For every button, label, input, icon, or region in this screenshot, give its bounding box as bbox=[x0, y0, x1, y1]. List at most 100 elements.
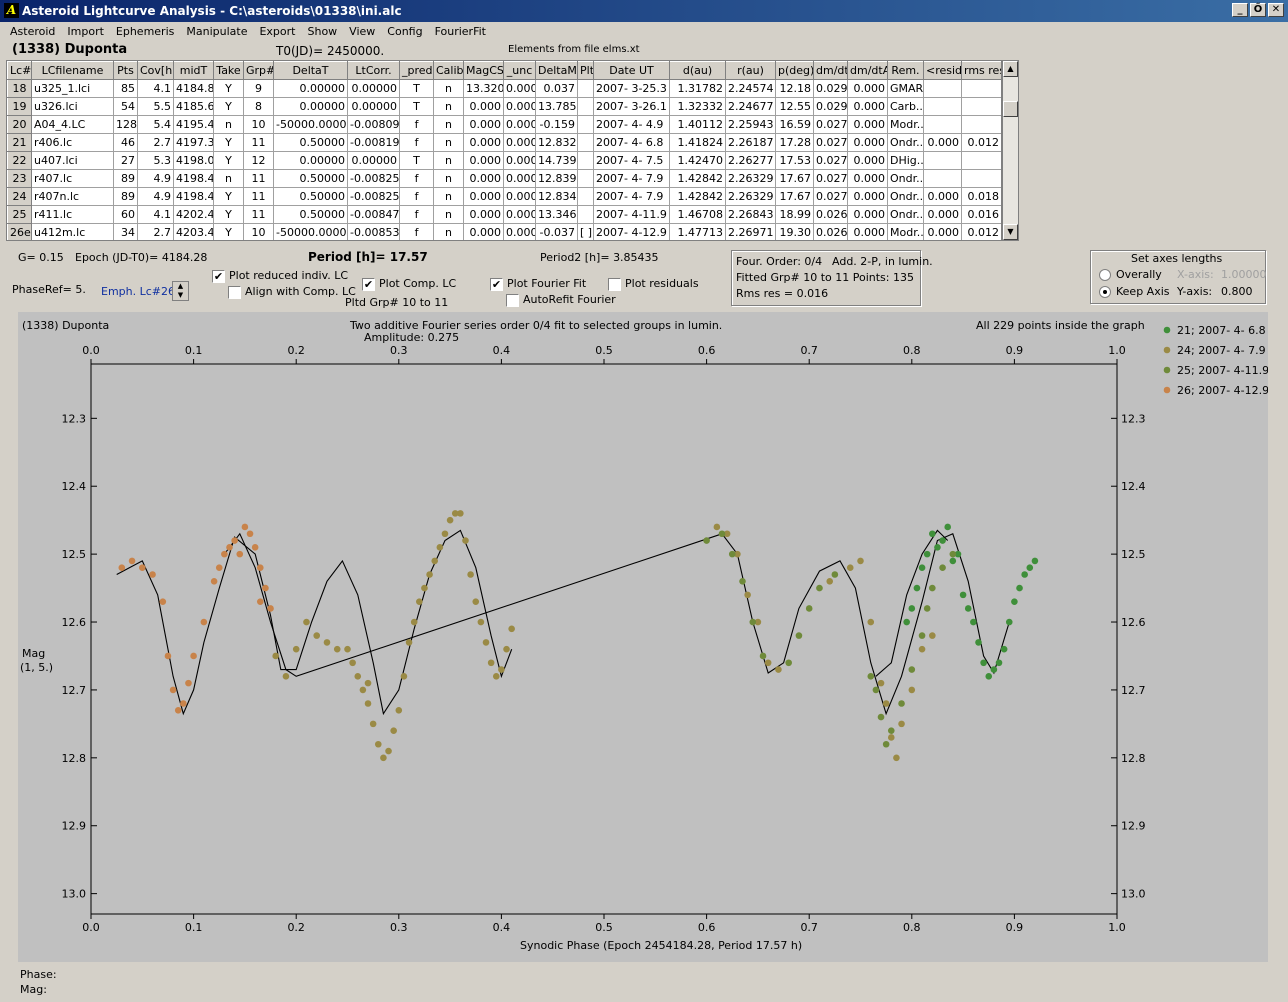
column-header[interactable]: DeltaM bbox=[535, 61, 578, 80]
lightcurve-table[interactable]: Lc# LCfilename Pts Cov[h] midT Take Grp# DeltaT… bbox=[6, 60, 1002, 241]
table-cell[interactable]: 1.40112 bbox=[669, 115, 726, 134]
menu-manipulate[interactable]: Manipulate bbox=[186, 25, 248, 38]
table-cell[interactable]: 12.839 bbox=[535, 169, 578, 188]
table-cell[interactable]: 0.000 bbox=[847, 223, 888, 240]
menu-asteroid[interactable]: Asteroid bbox=[10, 25, 56, 38]
table-cell[interactable]: 0.000 bbox=[503, 169, 536, 188]
row-number[interactable]: 18 bbox=[7, 79, 32, 98]
table-cell[interactable]: 0.000 bbox=[463, 151, 504, 170]
table-cell[interactable]: -0.00825 bbox=[347, 187, 400, 206]
table-cell[interactable]: 1.32332 bbox=[669, 97, 726, 116]
table-cell[interactable]: f bbox=[399, 169, 434, 188]
table-cell[interactable]: 2007- 4-12.9 bbox=[593, 223, 670, 240]
table-cell[interactable]: 0.000 bbox=[847, 187, 888, 206]
column-header[interactable]: Cov[h] bbox=[137, 61, 174, 80]
table-cell[interactable]: 17.67 bbox=[775, 187, 814, 206]
table-cell[interactable]: 1.41824 bbox=[669, 133, 726, 152]
table-cell[interactable]: 2.7 bbox=[137, 223, 174, 240]
table-cell[interactable]: 1.31782 bbox=[669, 79, 726, 98]
table-cell[interactable]: Y bbox=[213, 97, 244, 116]
menu-view[interactable]: View bbox=[349, 25, 376, 38]
table-cell[interactable]: u412m.lc bbox=[31, 223, 114, 240]
scroll-thumb[interactable] bbox=[1003, 101, 1018, 117]
table-cell[interactable]: 2007- 4- 7.5 bbox=[593, 151, 670, 170]
table-cell[interactable]: T bbox=[399, 97, 434, 116]
emph-spinner[interactable]: ▲ ▼ bbox=[172, 281, 189, 301]
table-cell[interactable]: 0.012 bbox=[961, 223, 1001, 240]
table-cell[interactable]: 0.000 bbox=[503, 187, 536, 206]
table-cell[interactable]: 11 bbox=[243, 169, 274, 188]
table-cell[interactable]: 4.9 bbox=[137, 169, 174, 188]
table-cell[interactable] bbox=[577, 97, 594, 116]
table-cell[interactable] bbox=[923, 97, 962, 116]
table-cell[interactable]: 0.027 bbox=[813, 151, 848, 170]
table-cell[interactable]: 4197.3 bbox=[173, 133, 214, 152]
table-cell[interactable]: 12.18 bbox=[775, 79, 814, 98]
row-number[interactable]: 19 bbox=[7, 97, 32, 116]
table-cell[interactable]: 46 bbox=[113, 133, 138, 152]
row-number[interactable]: 23 bbox=[7, 169, 32, 188]
table-cell[interactable]: 0.00000 bbox=[347, 151, 400, 170]
table-cell[interactable]: 0.000 bbox=[847, 115, 888, 134]
plot-fourier-checkbox[interactable]: ✔ Plot Fourier Fit bbox=[490, 277, 586, 291]
table-cell[interactable]: Ondr... bbox=[887, 133, 924, 152]
table-row[interactable]: 18 u325_1.lci 85 4.1 4184.8 Y 9 0.00000 0.00000 T… bbox=[7, 79, 1001, 98]
table-cell[interactable]: 12.832 bbox=[535, 133, 578, 152]
table-cell[interactable]: 12.55 bbox=[775, 97, 814, 116]
column-header[interactable]: rms res bbox=[961, 61, 1001, 80]
table-cell[interactable]: 0.000 bbox=[463, 97, 504, 116]
table-cell[interactable]: 0.00000 bbox=[347, 79, 400, 98]
table-cell[interactable]: 5.3 bbox=[137, 151, 174, 170]
table-cell[interactable]: n bbox=[433, 79, 464, 98]
table-cell[interactable]: 2.26971 bbox=[725, 223, 776, 240]
table-cell[interactable]: 0.027 bbox=[813, 133, 848, 152]
table-cell[interactable]: 2007- 3-25.3 bbox=[593, 79, 670, 98]
table-cell[interactable]: -0.00853 bbox=[347, 223, 400, 240]
table-cell[interactable]: Ondr... bbox=[887, 205, 924, 224]
yaxis-value[interactable]: 0.800 bbox=[1221, 285, 1253, 298]
table-cell[interactable]: n bbox=[433, 169, 464, 188]
table-cell[interactable]: 34 bbox=[113, 223, 138, 240]
table-cell[interactable]: 0.000 bbox=[463, 223, 504, 240]
table-cell[interactable]: 2.26187 bbox=[725, 133, 776, 152]
table-cell[interactable]: 0.000 bbox=[503, 79, 536, 98]
table-cell[interactable]: 0.000 bbox=[503, 223, 536, 240]
table-cell[interactable] bbox=[923, 79, 962, 98]
table-cell[interactable]: -50000.00000 bbox=[273, 223, 348, 240]
table-cell[interactable]: 0.50000 bbox=[273, 133, 348, 152]
table-cell[interactable] bbox=[577, 187, 594, 206]
table-cell[interactable]: -0.037 bbox=[535, 223, 578, 240]
table-row[interactable]: 25 r411.lc 60 4.1 4202.4 Y 11 0.50000 -0.00847 f n… bbox=[7, 205, 1001, 224]
table-cell[interactable]: 0.000 bbox=[847, 133, 888, 152]
autorefit-checkbox[interactable]: AutoRefit Fourier bbox=[506, 293, 616, 307]
row-number[interactable]: 21 bbox=[7, 133, 32, 152]
table-cell[interactable]: T bbox=[399, 79, 434, 98]
table-cell[interactable]: f bbox=[399, 223, 434, 240]
table-cell[interactable]: 0.00000 bbox=[273, 79, 348, 98]
table-cell[interactable]: 4202.4 bbox=[173, 205, 214, 224]
table-cell[interactable]: 0.026 bbox=[813, 205, 848, 224]
table-cell[interactable]: 17.53 bbox=[775, 151, 814, 170]
table-cell[interactable]: r407n.lc bbox=[31, 187, 114, 206]
column-header[interactable]: DeltaT bbox=[273, 61, 348, 80]
table-cell[interactable]: 10 bbox=[243, 223, 274, 240]
column-header[interactable]: _pred. bbox=[399, 61, 434, 80]
table-cell[interactable]: 0.027 bbox=[813, 169, 848, 188]
table-cell[interactable]: Ondr... bbox=[887, 169, 924, 188]
table-cell[interactable]: 0.029 bbox=[813, 79, 848, 98]
table-cell[interactable]: 16.59 bbox=[775, 115, 814, 134]
table-cell[interactable]: 4.9 bbox=[137, 187, 174, 206]
table-row[interactable]: 24 r407n.lc 89 4.9 4198.4 Y 11 0.50000 -0.00825 f… bbox=[7, 187, 1001, 206]
table-cell[interactable]: 19.30 bbox=[775, 223, 814, 240]
table-cell[interactable]: f bbox=[399, 205, 434, 224]
table-row[interactable]: 23 r407.lc 89 4.9 4198.4 n 11 0.50000 -0.00825 f n… bbox=[7, 169, 1001, 188]
table-cell[interactable]: 0.000 bbox=[503, 205, 536, 224]
table-cell[interactable]: f bbox=[399, 133, 434, 152]
table-cell[interactable]: 0.027 bbox=[813, 187, 848, 206]
table-cell[interactable]: 0.000 bbox=[503, 115, 536, 134]
table-cell[interactable]: 1.46708 bbox=[669, 205, 726, 224]
close-button[interactable]: ✕ bbox=[1268, 3, 1284, 17]
table-cell[interactable]: 11 bbox=[243, 205, 274, 224]
table-cell[interactable] bbox=[923, 115, 962, 134]
